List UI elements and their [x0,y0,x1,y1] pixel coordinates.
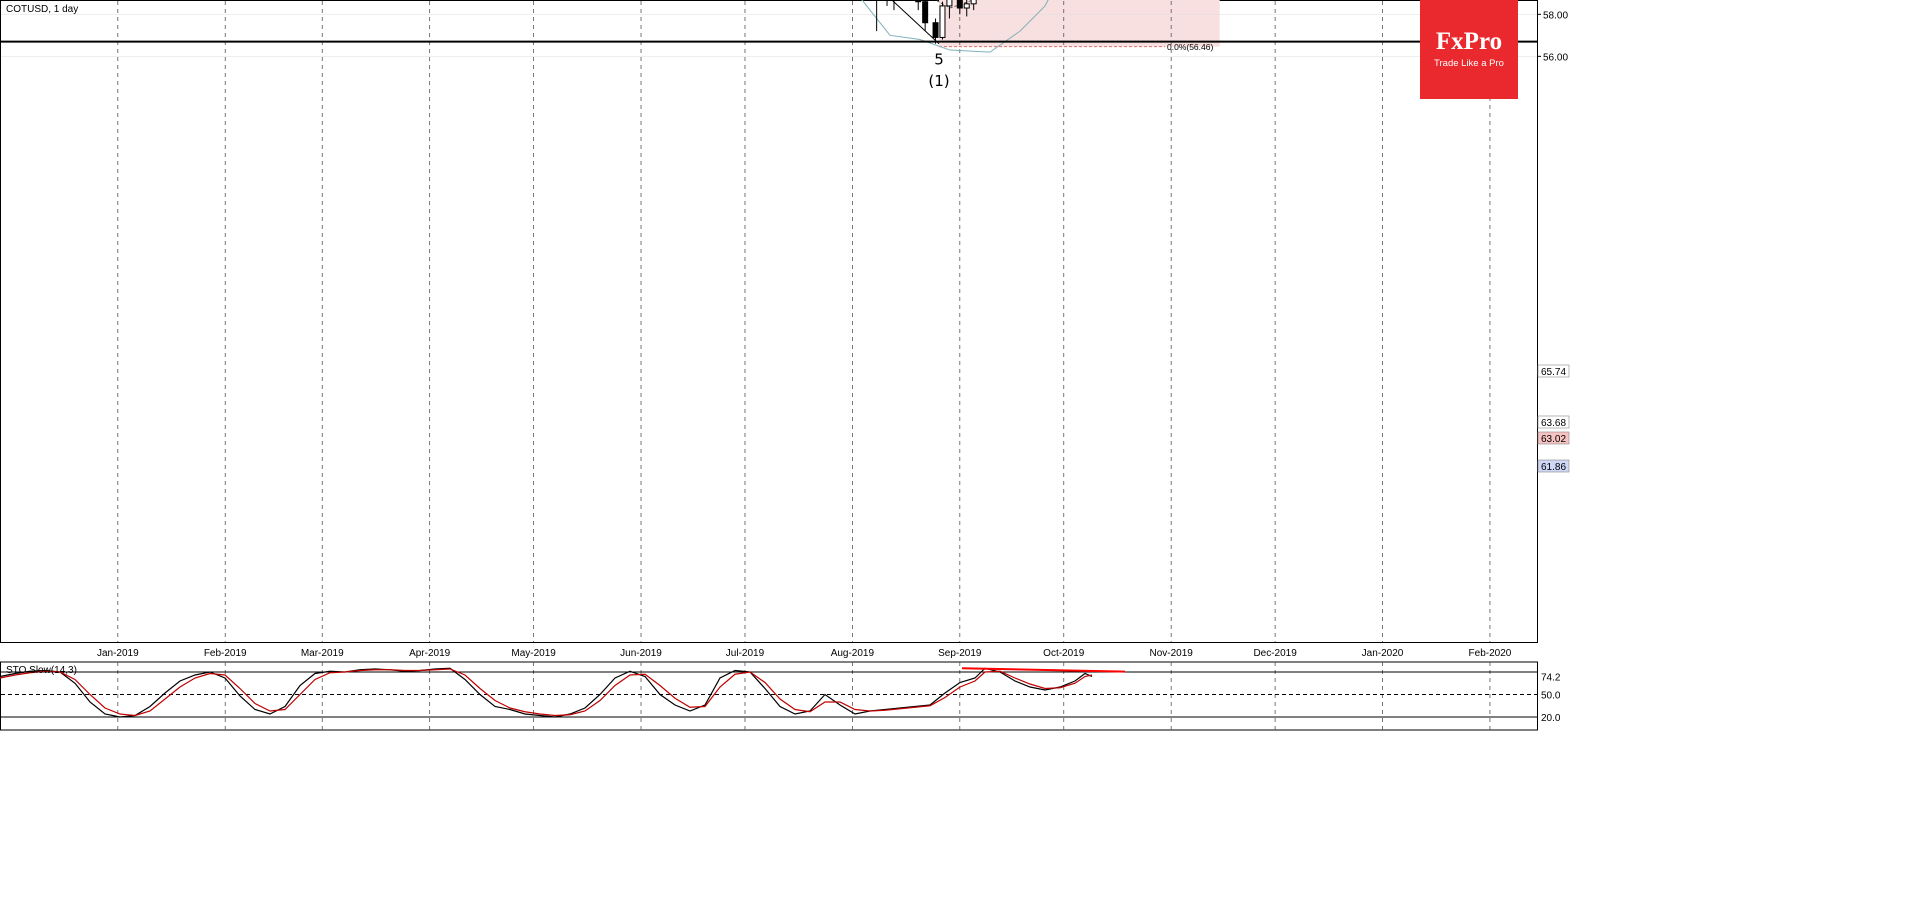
candle-body [956,0,963,9]
x-tick-label: Sep-2019 [938,648,982,659]
bollinger-lower [861,0,1049,53]
x-tick-label: Jun-2019 [620,648,662,659]
downtrend-trendline [891,0,940,45]
main-panel-frame [0,0,1538,643]
candle-body [932,22,939,38]
symbol-label: COTUSD, 1 day [6,4,79,15]
price-badge [1537,431,1570,445]
x-tick-label: Apr-2019 [409,648,451,659]
x-tick-label: Oct-2019 [1043,648,1085,659]
stoch-series-K [0,667,1093,718]
price-badge [1537,459,1570,473]
x-tick-label: Nov-2019 [1149,648,1193,659]
wave-label: (1) [928,72,949,90]
y-tick-label: 56.00 [1543,52,1568,63]
x-tick-label: Jul-2019 [726,648,765,659]
stoch-tick-label: 50.0 [1541,691,1561,702]
price-badge-label: 63.02 [1541,434,1566,445]
candle-body [922,1,929,24]
wave-label: 5 [934,51,944,69]
candle-body [939,5,946,38]
price-badge [1537,415,1570,429]
candle-body [915,0,922,3]
candle-body [963,3,970,9]
divergence-line [961,667,1126,673]
brand-name: FxPro [1435,28,1503,55]
stoch-tick-label: 20.0 [1541,713,1561,724]
x-tick-label: Jan-2019 [97,648,139,659]
x-tick-label: Feb-2020 [1469,648,1512,659]
candle-body [946,0,953,7]
price-badge-label: 63.68 [1541,418,1566,429]
price-badge [1537,364,1570,378]
fibonacci-zone [939,0,1220,47]
x-tick-label: Feb-2019 [204,648,247,659]
x-tick-label: Jan-2020 [1362,648,1404,659]
brand-tagline: Trade Like a Pro [1434,58,1504,69]
y-tick-label: 58.00 [1543,10,1568,21]
price-badge-label: 65.74 [1541,367,1566,378]
fib-level-label: 0.0%(56.46) [1167,42,1213,52]
stoch-panel-frame [0,661,1538,731]
x-tick-label: Mar-2019 [301,648,344,659]
stoch-tick-label: 74.2 [1541,672,1561,683]
price-badge-label: 61.86 [1541,462,1566,473]
stoch-series-D [0,668,1093,717]
x-tick-label: Dec-2019 [1253,648,1297,659]
x-tick-label: Aug-2019 [831,648,875,659]
x-tick-label: May-2019 [511,648,556,659]
indicator-label: STO Slow(14,3) [6,665,77,676]
candle-body [970,0,977,5]
brand-logo: FxPro Trade Like a Pro [1420,0,1518,99]
